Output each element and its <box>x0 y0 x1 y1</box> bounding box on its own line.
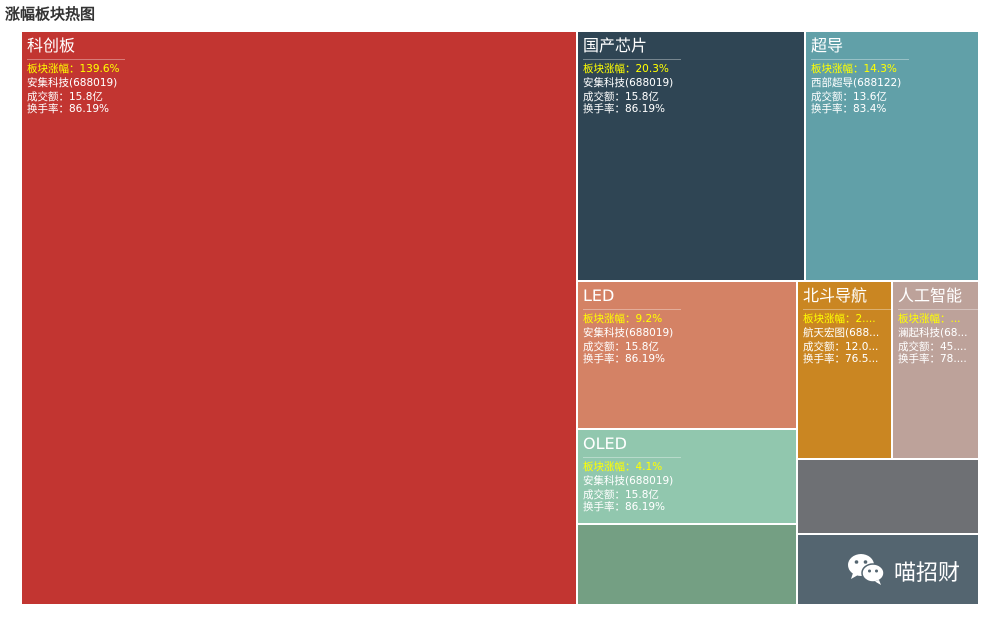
tile-label: 国产芯片板块涨幅：20.3% 安集科技(688019) 成交额：15.8亿 换手率：8… <box>583 35 800 115</box>
tile-name: OLED <box>583 434 627 453</box>
tile-turnover-rate: 换手率：86.19% <box>583 353 666 365</box>
treemap-tile[interactable] <box>797 459 979 534</box>
tile-change: 板块涨幅：9.2% <box>583 313 663 325</box>
treemap-tile[interactable]: LED 板块涨幅：9.2% 安集科技(688019) 成交额：15.8亿 换手率：86.… <box>577 281 797 429</box>
treemap-tile[interactable] <box>797 534 979 605</box>
tile-stock: 安集科技(688019) <box>583 327 674 339</box>
watermark-text: 喵招财 <box>894 561 961 586</box>
tile-turnover-rate: 换手率：78.... <box>898 353 967 365</box>
tile-label: 北斗导航板块涨幅：2.... 航天宏图(688... 成交额：12.0... 换手率：… <box>803 285 891 365</box>
treemap-tile[interactable]: 北斗导航板块涨幅：2.... 航天宏图(688... 成交额：12.0... 换手率：… <box>797 281 892 459</box>
watermark: 喵招财 <box>846 551 960 591</box>
tile-name: 北斗导航 <box>803 286 868 305</box>
tile-name: 超导 <box>811 36 844 55</box>
tile-stock: 安集科技(688019) <box>583 77 674 89</box>
tile-turnover: 成交额：15.8亿 <box>583 91 659 103</box>
tile-label: 科创板板块涨幅：139.6% 安集科技(688019) 成交额：15.8亿 换手率：8… <box>27 35 572 115</box>
tile-turnover: 成交额：15.8亿 <box>583 489 659 501</box>
treemap-tile[interactable]: 科创板板块涨幅：139.6% 安集科技(688019) 成交额：15.8亿 换手率：8… <box>21 31 577 605</box>
treemap-tile[interactable] <box>577 524 797 605</box>
tile-label: LED 板块涨幅：9.2% 安集科技(688019) 成交额：15.8亿 换手率：86.… <box>583 285 792 365</box>
tile-divider <box>27 59 125 60</box>
wechat-icon <box>846 551 886 591</box>
tile-divider <box>811 59 909 60</box>
page-title: 涨幅板块热图 <box>5 5 96 23</box>
tile-turnover-rate: 换手率：86.19% <box>583 103 666 115</box>
tile-turnover: 成交额：12.0... <box>803 341 879 353</box>
tile-stock: 澜起科技(68... <box>898 327 968 339</box>
treemap-tile[interactable]: 超导板块涨幅：14.3% 西部超导(688122) 成交额：13.6亿 换手率：83.… <box>805 31 979 281</box>
tile-divider <box>803 309 891 310</box>
tile-name: 科创板 <box>27 36 76 55</box>
tile-turnover-rate: 换手率：86.19% <box>27 103 110 115</box>
tile-name: 国产芯片 <box>583 36 648 55</box>
treemap-tile[interactable]: 人工智能板块涨幅：... 澜起科技(68... 成交额：45.... 换手率：78..… <box>892 281 979 459</box>
tile-turnover-rate: 换手率：83.4% <box>811 103 887 115</box>
tile-turnover: 成交额：13.6亿 <box>811 91 887 103</box>
tile-name: 人工智能 <box>898 286 963 305</box>
treemap-tile[interactable]: 国产芯片板块涨幅：20.3% 安集科技(688019) 成交额：15.8亿 换手率：8… <box>577 31 805 281</box>
tile-change: 板块涨幅：4.1% <box>583 461 663 473</box>
tile-change: 板块涨幅：139.6% <box>27 63 120 75</box>
tile-turnover-rate: 换手率：86.19% <box>583 501 666 513</box>
tile-turnover-rate: 换手率：76.5... <box>803 353 879 365</box>
tile-change: 板块涨幅：14.3% <box>811 63 897 75</box>
tile-turnover: 成交额：45.... <box>898 341 967 353</box>
tile-change: 板块涨幅：2.... <box>803 313 876 325</box>
tile-name: LED <box>583 286 615 305</box>
tile-divider <box>583 59 681 60</box>
tile-stock: 西部超导(688122) <box>811 77 902 89</box>
treemap-tile[interactable]: OLED 板块涨幅：4.1% 安集科技(688019) 成交额：15.8亿 换手率：86… <box>577 429 797 524</box>
tile-divider <box>898 309 978 310</box>
tile-stock: 安集科技(688019) <box>583 475 674 487</box>
tile-divider <box>583 457 681 458</box>
tile-change: 板块涨幅：... <box>898 313 961 325</box>
tile-label: 人工智能板块涨幅：... 澜起科技(68... 成交额：45.... 换手率：78..… <box>898 285 978 365</box>
tile-label: 超导板块涨幅：14.3% 西部超导(688122) 成交额：13.6亿 换手率：83.… <box>811 35 974 115</box>
treemap-chart: 科创板 板块涨幅：139.6% 安集科技(688019) 成交额：15.8亿 换手率：8… <box>21 31 979 605</box>
tile-stock: 安集科技(688019) <box>27 77 118 89</box>
tile-divider <box>583 309 681 310</box>
tile-turnover: 成交额：15.8亿 <box>583 341 659 353</box>
tile-turnover: 成交额：15.8亿 <box>27 91 103 103</box>
tile-stock: 航天宏图(688... <box>803 327 880 339</box>
tile-change: 板块涨幅：20.3% <box>583 63 669 75</box>
tile-label: OLED 板块涨幅：4.1% 安集科技(688019) 成交额：15.8亿 换手率：86… <box>583 433 792 513</box>
